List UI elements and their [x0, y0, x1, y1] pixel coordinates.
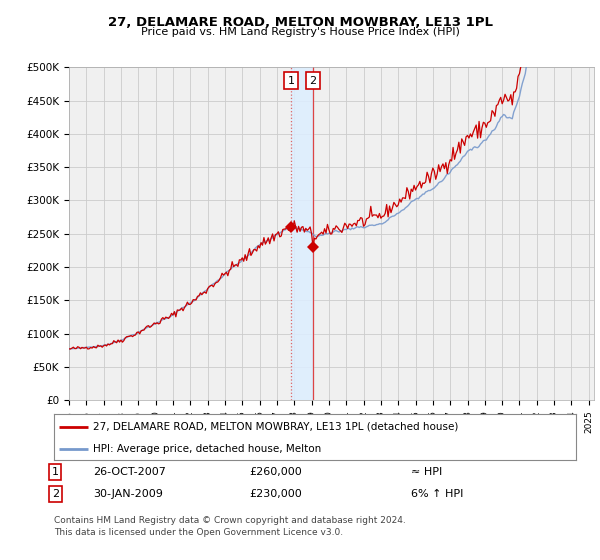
Text: Contains HM Land Registry data © Crown copyright and database right 2024.
This d: Contains HM Land Registry data © Crown c…	[54, 516, 406, 537]
Text: 1: 1	[52, 467, 59, 477]
Text: HPI: Average price, detached house, Melton: HPI: Average price, detached house, Melt…	[93, 444, 322, 454]
Text: 26-OCT-2007: 26-OCT-2007	[93, 467, 166, 477]
Text: 1: 1	[287, 76, 295, 86]
Text: 27, DELAMARE ROAD, MELTON MOWBRAY, LE13 1PL (detached house): 27, DELAMARE ROAD, MELTON MOWBRAY, LE13 …	[93, 422, 458, 432]
Text: ≈ HPI: ≈ HPI	[411, 467, 442, 477]
Text: 6% ↑ HPI: 6% ↑ HPI	[411, 489, 463, 499]
Text: Price paid vs. HM Land Registry's House Price Index (HPI): Price paid vs. HM Land Registry's House …	[140, 27, 460, 37]
Text: £260,000: £260,000	[249, 467, 302, 477]
Text: £230,000: £230,000	[249, 489, 302, 499]
Text: 27, DELAMARE ROAD, MELTON MOWBRAY, LE13 1PL: 27, DELAMARE ROAD, MELTON MOWBRAY, LE13 …	[107, 16, 493, 29]
Text: 2: 2	[52, 489, 59, 499]
Text: 30-JAN-2009: 30-JAN-2009	[93, 489, 163, 499]
Text: 2: 2	[310, 76, 317, 86]
Bar	[291, 67, 313, 400]
